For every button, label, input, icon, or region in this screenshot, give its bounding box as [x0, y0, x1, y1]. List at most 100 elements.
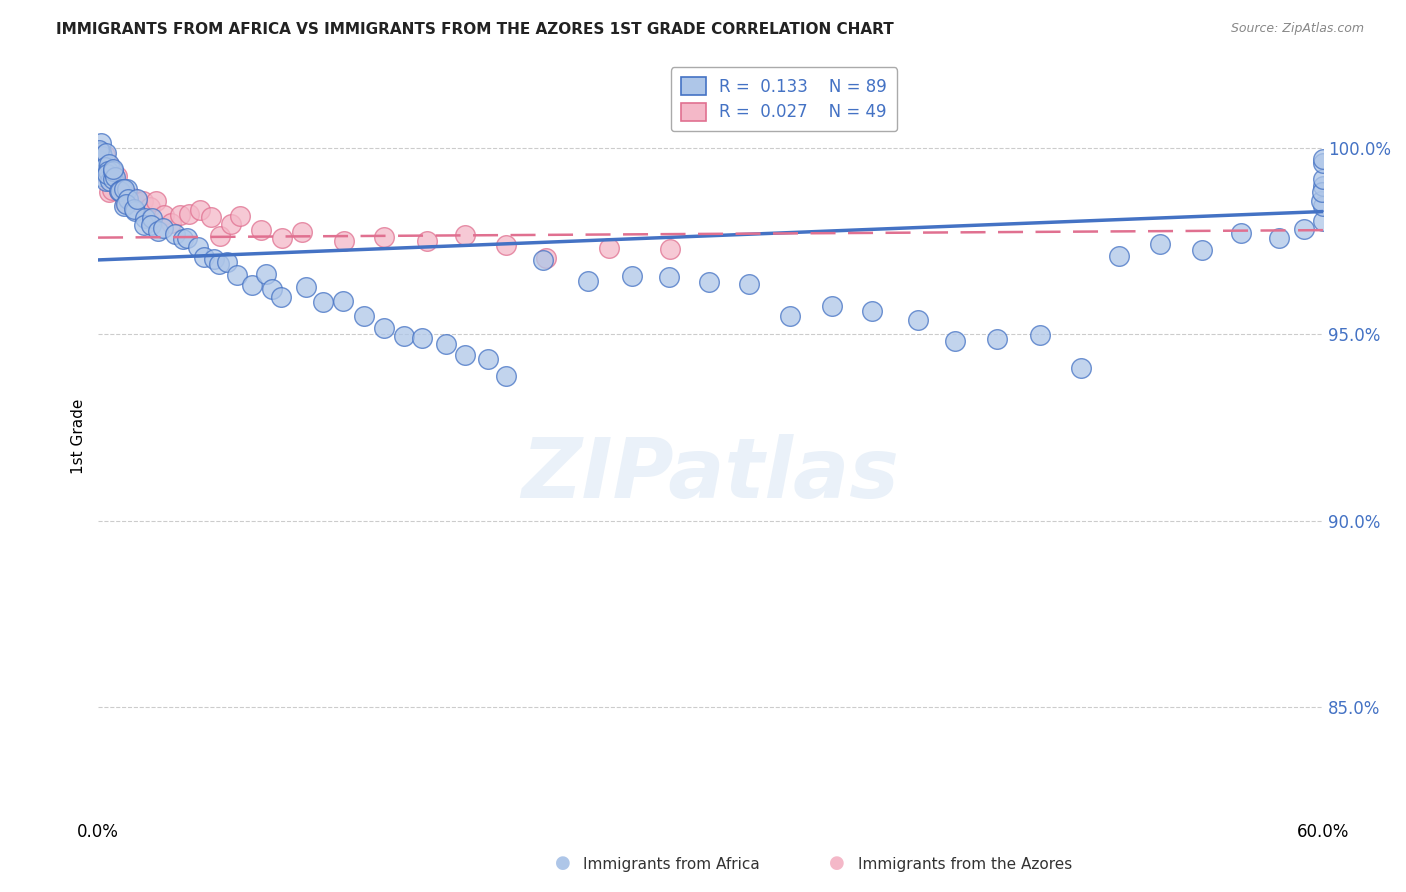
Point [94, 147, 117, 161]
Point [1310, 194, 1333, 208]
Point [96, 165, 118, 179]
Point [87, 149, 110, 163]
Point [96, 163, 118, 178]
Point [495, 368, 517, 383]
Point [1312, 178, 1334, 193]
Point [1149, 237, 1171, 252]
Point [860, 303, 883, 318]
Point [98, 174, 121, 188]
Point [87, 143, 110, 157]
Point [1108, 249, 1130, 263]
Point [270, 230, 292, 244]
Point [188, 202, 211, 217]
Point [108, 184, 131, 198]
Point [87, 152, 110, 166]
Point [193, 250, 215, 264]
Point [477, 351, 499, 366]
Point [127, 194, 149, 209]
Point [153, 208, 176, 222]
Point [146, 224, 169, 238]
Point [621, 269, 644, 284]
Point [163, 227, 186, 241]
Point [90, 145, 112, 159]
Point [103, 171, 125, 186]
Point [89, 169, 111, 183]
Point [907, 312, 929, 326]
Point [659, 242, 682, 256]
Point [152, 221, 174, 235]
Point [111, 182, 134, 196]
Point [104, 169, 127, 184]
Point [208, 257, 231, 271]
Point [1230, 226, 1253, 240]
Point [114, 196, 136, 211]
Point [139, 219, 162, 233]
Point [87, 162, 110, 177]
Point [1312, 152, 1334, 166]
Point [114, 182, 136, 196]
Point [87, 151, 110, 165]
Point [270, 290, 292, 304]
Point [91, 149, 114, 163]
Point [96, 164, 118, 178]
Point [534, 251, 557, 265]
Point [1312, 214, 1334, 228]
Point [392, 329, 415, 343]
Point [90, 136, 112, 151]
Point [93, 166, 115, 180]
Point [353, 309, 375, 323]
Point [821, 300, 844, 314]
Point [141, 211, 163, 225]
Text: ●: ● [554, 855, 571, 872]
Point [107, 184, 129, 198]
Point [94, 160, 117, 174]
Point [254, 267, 277, 281]
Point [115, 197, 138, 211]
Point [139, 200, 162, 214]
Point [87, 164, 110, 178]
Point [240, 277, 263, 292]
Text: ●: ● [828, 855, 845, 872]
Point [1312, 156, 1334, 170]
Point [229, 209, 252, 223]
Point [131, 194, 153, 208]
Y-axis label: 1st Grade: 1st Grade [72, 399, 86, 475]
Point [219, 217, 242, 231]
Point [411, 331, 433, 345]
Point [101, 164, 124, 178]
Point [97, 164, 120, 178]
Point [738, 277, 761, 292]
Point [249, 222, 271, 236]
Point [531, 252, 554, 267]
Point [454, 348, 477, 362]
Text: Immigrants from Africa: Immigrants from Africa [583, 857, 761, 872]
Point [89, 153, 111, 167]
Point [434, 337, 457, 351]
Point [1292, 221, 1315, 235]
Point [332, 235, 354, 249]
Point [1267, 231, 1289, 245]
Point [103, 161, 125, 176]
Point [295, 280, 318, 294]
Point [202, 252, 225, 266]
Point [115, 182, 138, 196]
Point [697, 275, 720, 289]
Text: ZIPatlas: ZIPatlas [522, 434, 900, 516]
Point [176, 231, 198, 245]
Point [576, 274, 599, 288]
Point [1312, 199, 1334, 213]
Point [172, 232, 194, 246]
Point [177, 207, 200, 221]
Point [87, 146, 110, 161]
Point [94, 166, 117, 180]
Point [90, 149, 112, 163]
Point [1312, 172, 1334, 186]
Point [373, 321, 395, 335]
Point [373, 229, 395, 244]
Point [226, 268, 249, 283]
Point [312, 295, 335, 310]
Point [98, 185, 121, 199]
Point [943, 334, 966, 349]
Point [103, 169, 125, 184]
Point [217, 255, 239, 269]
